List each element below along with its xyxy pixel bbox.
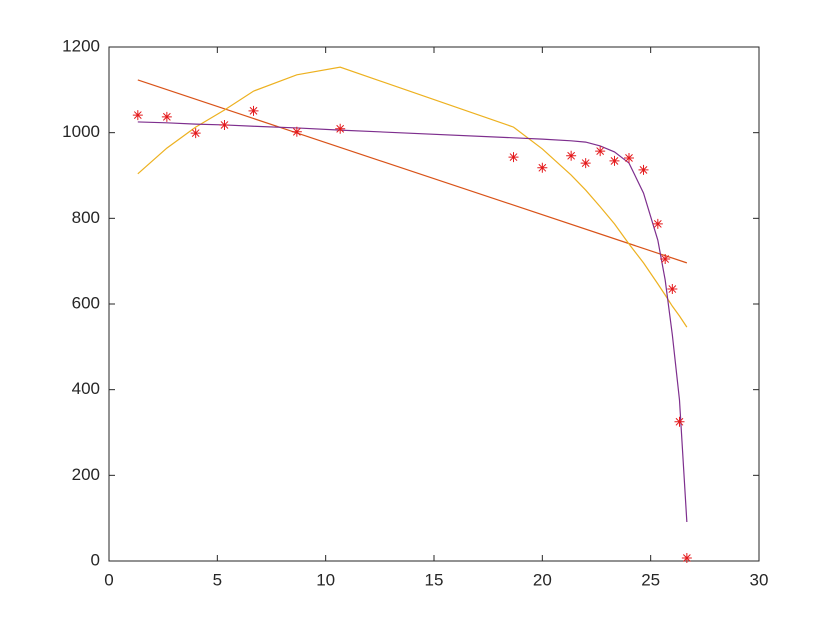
data-point	[335, 123, 346, 134]
data-point	[219, 119, 230, 130]
x-tick-label: 20	[533, 570, 552, 589]
y-tick-label: 600	[72, 293, 100, 312]
data-point	[609, 155, 620, 166]
data-point	[595, 146, 606, 157]
data-point	[580, 158, 591, 169]
data-point	[667, 284, 678, 295]
y-tick-label: 0	[91, 550, 100, 569]
y-tick-label: 200	[72, 465, 100, 484]
fit-line	[137, 66, 688, 328]
data-point	[652, 218, 663, 229]
data-point	[248, 105, 259, 116]
x-tick-label: 25	[641, 570, 660, 589]
y-tick-label: 800	[72, 208, 100, 227]
fit-line	[137, 79, 688, 264]
data-point	[508, 152, 519, 163]
y-tick-label: 400	[72, 379, 100, 398]
data-point	[291, 126, 302, 137]
data-point	[674, 416, 685, 427]
data-point	[132, 110, 143, 121]
data-point	[161, 111, 172, 122]
data-point	[190, 128, 201, 139]
x-tick-label: 15	[425, 570, 444, 589]
x-tick-label: 10	[316, 570, 335, 589]
x-tick-label: 30	[750, 570, 769, 589]
data-point	[624, 152, 634, 163]
y-tick-label: 1200	[62, 36, 100, 55]
y-tick-label: 1000	[62, 122, 100, 141]
data-point	[566, 150, 577, 161]
data-point	[638, 164, 649, 175]
x-tick-label: 0	[104, 570, 113, 589]
x-tick-label: 5	[213, 570, 222, 589]
data-point	[537, 162, 548, 173]
plot-frame	[108, 46, 760, 562]
data-point	[681, 553, 692, 564]
data-point	[660, 254, 671, 265]
